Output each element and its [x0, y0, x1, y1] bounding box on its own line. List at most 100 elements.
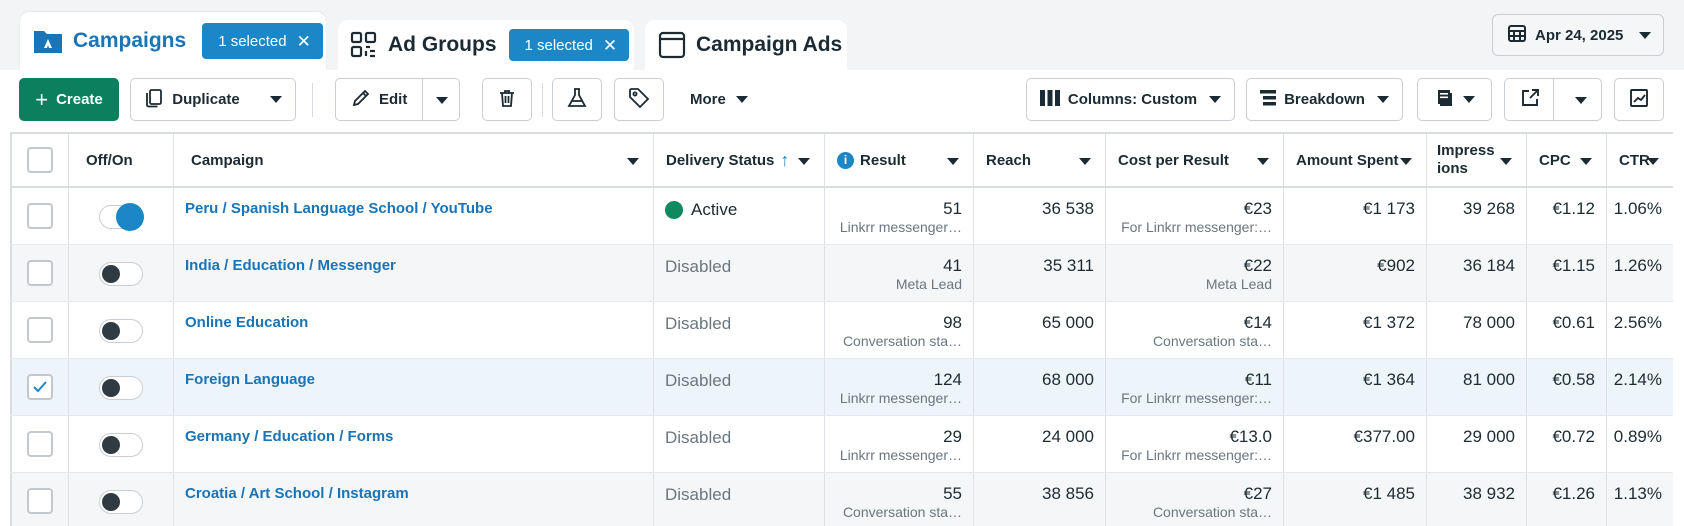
chevron-down-icon[interactable] [1647, 158, 1659, 165]
experiment-button[interactable] [552, 78, 602, 121]
ctr-value: 0.89% [1613, 427, 1662, 446]
header-reach[interactable]: Reach [974, 134, 1106, 186]
ctr-value: 2.56% [1613, 313, 1662, 332]
campaign-name-link[interactable]: India / Education / Messenger [185, 257, 396, 274]
chevron-down-icon [735, 96, 748, 103]
result-value: 51 [943, 199, 962, 218]
duplicate-button[interactable]: Duplicate [130, 78, 296, 121]
campaign-toggle[interactable] [99, 433, 143, 457]
row-checkbox[interactable] [27, 374, 53, 400]
sort-ascending-icon[interactable]: ↑ [780, 149, 790, 170]
table-row[interactable]: Croatia / Art School / Instagram Disabled… [10, 473, 1673, 526]
campaign-folder-icon [33, 28, 63, 54]
delivery-status: Disabled [665, 485, 731, 505]
row-toggle-cell [69, 188, 174, 244]
table-row[interactable]: Online Education Disabled 98 Conversation s… [10, 302, 1673, 359]
breakdown-button-label: Breakdown [1284, 91, 1365, 108]
toolbar: + Create Duplicate Edit More [0, 70, 1684, 132]
row-cpc-cell: €1.12 [1527, 188, 1607, 244]
row-checkbox[interactable] [27, 317, 53, 343]
clear-selection-icon[interactable]: ✕ [296, 31, 311, 51]
header-cpr-label: Cost per Result [1118, 151, 1229, 169]
tab-campaigns-label: Campaigns [73, 29, 187, 52]
row-cpc-cell: €0.72 [1527, 416, 1607, 472]
campaign-name-link[interactable]: Peru / Spanish Language School / YouTube [185, 200, 493, 217]
campaign-name-link[interactable]: Foreign Language [185, 371, 316, 388]
campaign-toggle[interactable] [99, 203, 144, 231]
chevron-down-icon[interactable] [1257, 158, 1269, 165]
chevron-down-icon[interactable] [269, 96, 282, 103]
select-all-checkbox[interactable] [27, 147, 53, 173]
reach-value: 36 538 [1042, 199, 1094, 218]
chevron-down-icon[interactable] [1500, 158, 1512, 165]
reach-value: 65 000 [1042, 313, 1094, 332]
row-toggle-cell [69, 416, 174, 472]
header-result[interactable]: i Result [825, 134, 974, 186]
row-checkbox[interactable] [27, 260, 53, 286]
chevron-down-icon[interactable] [1079, 158, 1091, 165]
delete-button[interactable] [482, 78, 532, 121]
breakdown-button[interactable]: Breakdown [1246, 78, 1403, 121]
header-cost-per-result[interactable]: Cost per Result [1106, 134, 1284, 186]
row-cpr-cell: €13.0 For Linkrr messenger:… [1106, 416, 1284, 472]
header-delivery-status[interactable]: Delivery Status ↑ [654, 134, 825, 186]
clear-selection-icon[interactable]: ✕ [602, 35, 618, 55]
reports-button[interactable] [1417, 78, 1492, 121]
row-checkbox[interactable] [27, 203, 53, 229]
cost-per-result-type: For Linkrr messenger:… [1121, 219, 1272, 235]
header-ctr[interactable]: CTR [1607, 134, 1673, 186]
row-spent-cell: €377.00 [1284, 416, 1427, 472]
chevron-down-icon[interactable] [627, 158, 639, 165]
row-checkbox[interactable] [27, 488, 53, 514]
header-amount-spent[interactable]: Amount Spent [1284, 134, 1427, 186]
chevron-down-icon[interactable] [1575, 97, 1587, 104]
grid-icon [350, 31, 378, 59]
row-cpr-cell: €23 For Linkrr messenger:… [1106, 188, 1284, 244]
tab-ad-groups[interactable]: Ad Groups 1 selected ✕ [338, 20, 634, 70]
table-row[interactable]: Peru / Spanish Language School / YouTube… [10, 188, 1673, 245]
chevron-down-icon[interactable] [947, 158, 959, 165]
cpc-value: €0.72 [1552, 427, 1595, 446]
chevron-down-icon[interactable] [1400, 158, 1412, 165]
ad-groups-selected-badge[interactable]: 1 selected ✕ [508, 29, 630, 61]
toggle-knob [102, 322, 120, 340]
table-row[interactable]: Germany / Education / Forms Disabled 29 Lin… [10, 416, 1673, 473]
header-campaign[interactable]: Campaign [174, 134, 654, 186]
header-cpc[interactable]: CPC [1527, 134, 1607, 186]
result-type: Linkrr messenger… [839, 219, 962, 235]
chart-button[interactable] [1614, 78, 1664, 121]
row-cpc-cell: €1.26 [1527, 473, 1607, 526]
campaigns-selected-badge[interactable]: 1 selected ✕ [202, 23, 323, 59]
flask-icon [567, 87, 587, 113]
campaign-name-link[interactable]: Online Education [185, 314, 309, 331]
more-button[interactable]: More [690, 78, 748, 121]
chevron-down-icon[interactable] [436, 97, 448, 104]
tab-campaigns[interactable]: Campaigns 1 selected ✕ [20, 12, 326, 70]
edit-button[interactable]: Edit [335, 78, 460, 121]
row-ctr-cell: 2.14% [1607, 359, 1673, 415]
row-checkbox[interactable] [27, 431, 53, 457]
tab-campaign-ads[interactable]: Campaign Ads [645, 20, 847, 70]
table-row[interactable]: India / Education / Messenger Disabled 41 M… [10, 245, 1673, 302]
date-picker-button[interactable]: Apr 24, 2025 [1492, 14, 1664, 56]
campaign-name-link[interactable]: Germany / Education / Forms [185, 428, 394, 445]
campaign-toggle[interactable] [99, 262, 143, 286]
export-button[interactable] [1504, 78, 1602, 121]
campaign-toggle[interactable] [99, 376, 143, 400]
header-impressions[interactable]: Impress ions [1427, 134, 1527, 186]
row-ctr-cell: 1.13% [1607, 473, 1673, 526]
toggle-knob [102, 493, 120, 511]
columns-button[interactable]: Columns: Custom [1026, 78, 1235, 121]
ad-window-icon [658, 31, 686, 59]
campaign-name-link[interactable]: Croatia / Art School / Instagram [185, 485, 409, 502]
chevron-down-icon [1209, 96, 1222, 103]
info-icon[interactable]: i [837, 151, 854, 169]
create-button[interactable]: + Create [19, 78, 119, 121]
campaign-toggle[interactable] [99, 319, 143, 343]
delivery-status-text: Active [691, 200, 738, 219]
tag-button[interactable] [614, 78, 664, 121]
campaign-toggle[interactable] [99, 490, 143, 514]
chevron-down-icon[interactable] [798, 158, 810, 165]
chevron-down-icon[interactable] [1580, 158, 1592, 165]
table-row[interactable]: Foreign Language Disabled 124 Linkrr messen… [10, 359, 1673, 416]
